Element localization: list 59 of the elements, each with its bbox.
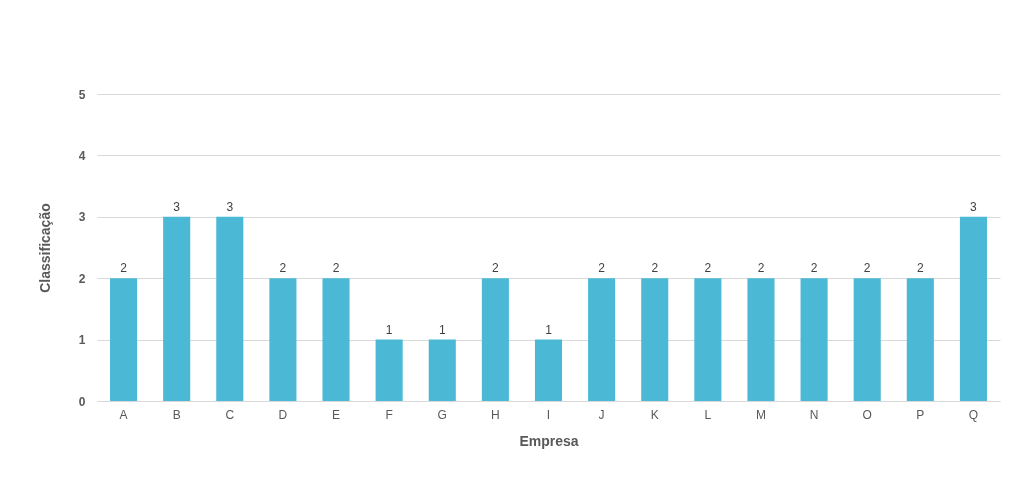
- bar: [216, 216, 244, 401]
- y-tick-label: 3: [78, 210, 86, 225]
- data-label: 2: [704, 261, 712, 276]
- bar: [853, 278, 881, 401]
- bar: [588, 278, 616, 401]
- data-label: 2: [332, 261, 340, 276]
- x-tick-label: K: [650, 407, 659, 422]
- y-tick-label: 4: [78, 148, 86, 163]
- bar: [428, 339, 456, 401]
- x-tick-label: M: [755, 407, 766, 422]
- data-label: 2: [598, 261, 606, 276]
- x-tick-label: E: [332, 407, 341, 422]
- x-tick-label: J: [598, 407, 605, 422]
- y-tick-label: 0: [78, 394, 86, 409]
- bar: [534, 339, 563, 401]
- x-tick-label: G: [437, 407, 447, 422]
- bar: [375, 339, 403, 401]
- data-label: 1: [438, 322, 446, 337]
- data-label: 2: [651, 261, 659, 276]
- bar: [694, 278, 722, 401]
- data-label: 1: [545, 322, 553, 337]
- x-tick-label: O: [862, 407, 872, 422]
- data-label: 2: [492, 261, 500, 276]
- bar: [481, 278, 509, 401]
- data-label: 2: [916, 261, 924, 276]
- x-tick-label: Q: [968, 407, 979, 422]
- data-label: 3: [173, 199, 181, 214]
- bar: [747, 278, 775, 401]
- data-label: 1: [385, 322, 393, 337]
- x-tick-label: C: [225, 407, 235, 422]
- data-label: 2: [120, 261, 128, 276]
- x-tick-label: N: [809, 407, 819, 422]
- x-axis-title: Empresa: [519, 432, 579, 449]
- bar: [906, 278, 934, 401]
- bar: [322, 278, 350, 401]
- x-tick-label: L: [704, 407, 712, 422]
- data-label: 2: [810, 261, 818, 276]
- bar: [800, 278, 828, 401]
- data-label: 2: [757, 261, 765, 276]
- data-label: 2: [279, 261, 287, 276]
- x-tick-label: B: [172, 407, 181, 422]
- x-tick-label: P: [916, 407, 925, 422]
- bar: [269, 278, 297, 401]
- x-tick-label: H: [491, 407, 500, 422]
- data-label: 3: [970, 199, 978, 214]
- data-label: 3: [226, 199, 234, 214]
- y-tick-label: 1: [78, 333, 86, 348]
- x-tick-label: A: [119, 407, 128, 422]
- data-label: 2: [863, 261, 871, 276]
- x-tick-label: D: [278, 407, 288, 422]
- bar: [163, 216, 191, 401]
- y-axis-title: Classificação: [36, 203, 53, 293]
- bar: [959, 216, 987, 401]
- bar: [641, 278, 669, 401]
- y-tick-label: 5: [78, 87, 86, 102]
- x-tick-label: I: [546, 407, 551, 422]
- x-tick-label: F: [385, 407, 393, 422]
- bar: [110, 278, 138, 401]
- y-tick-label: 2: [78, 271, 86, 286]
